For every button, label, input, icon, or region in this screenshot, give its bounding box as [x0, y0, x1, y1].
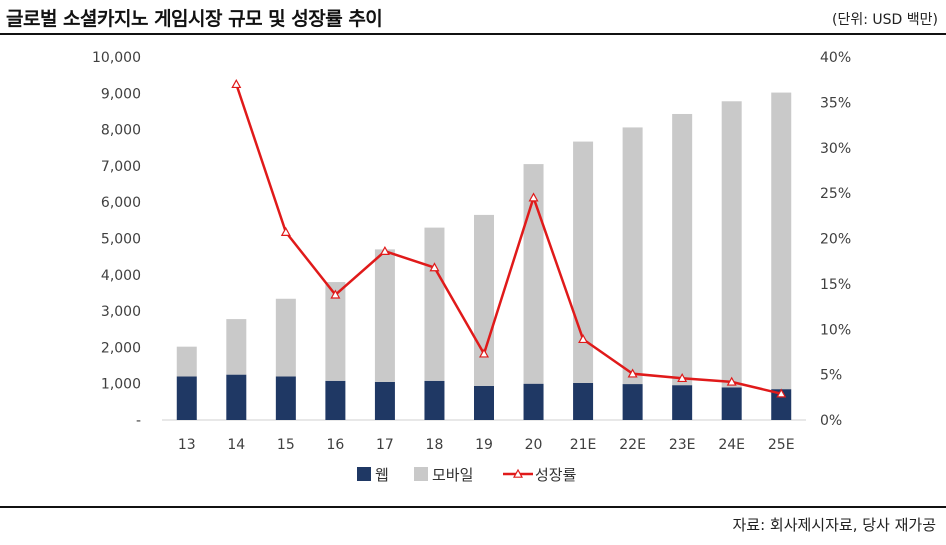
growth-marker — [280, 226, 291, 236]
y-left-tick-label: 3,000 — [101, 304, 141, 320]
growth-marker — [726, 376, 737, 386]
y-right-tick-label: 5% — [820, 368, 842, 384]
bar-mobile — [771, 92, 792, 390]
growth-marker — [478, 348, 490, 358]
x-tick-label: 14 — [227, 437, 245, 453]
bar-mobile — [325, 282, 346, 381]
bar-web — [672, 385, 693, 420]
y-left-tick-label: 6,000 — [101, 195, 141, 211]
bar-web — [474, 385, 494, 420]
bar-mobile — [226, 319, 247, 375]
y-left-tick-label: 1,000 — [101, 377, 141, 393]
chart: - 1,000 2,000 3,000 4,000 5,000 6,000 7,000 8,00… — [92, 50, 851, 484]
x-tick-label: 18 — [426, 437, 444, 453]
growth-marker — [528, 192, 539, 202]
x-tick-label: 19 — [475, 437, 493, 453]
bar-mobile — [523, 164, 544, 384]
x-tick-label: 24E — [718, 437, 745, 453]
y-left-tick-label: - — [136, 413, 141, 429]
legend-label-growth: 성장률 — [535, 466, 577, 484]
y-left-tick-label: 5,000 — [101, 232, 141, 248]
bar-mobile — [721, 101, 742, 388]
y-right-tick-label: 20% — [820, 232, 851, 248]
bar-mobile — [424, 227, 445, 381]
bar-mobile — [622, 127, 643, 385]
legend-swatch-web — [357, 467, 371, 481]
y-left-tick-label: 2,000 — [101, 340, 141, 356]
source-note: 자료: 회사제시자료, 당사 재가공 — [732, 516, 936, 534]
growth-marker — [776, 388, 787, 398]
growth-marker — [379, 245, 390, 256]
growth-line — [235, 83, 782, 395]
legend-label-mobile: 모바일 — [432, 466, 473, 484]
legend-label-web: 웹 — [375, 466, 389, 484]
bar-web — [325, 380, 346, 420]
y-right-tick-label: 40% — [820, 50, 851, 66]
y-right-tick-label: 10% — [820, 322, 851, 338]
y-right-tick-label: 25% — [820, 186, 851, 202]
growth-marker — [231, 78, 242, 89]
x-tick-label: 23E — [669, 437, 696, 453]
x-tick-label: 15 — [277, 437, 295, 453]
x-tick-label: 13 — [178, 437, 196, 453]
x-tick-label: 25E — [768, 437, 795, 453]
y-right-tick-label: 0% — [820, 413, 842, 429]
y-right-tick-label: 15% — [820, 277, 851, 293]
y-left-tick-label: 10,000 — [92, 50, 141, 66]
growth-marker — [677, 373, 688, 383]
bar-web — [523, 383, 544, 420]
bar-web — [275, 376, 296, 420]
x-tick-label: 20 — [525, 437, 543, 453]
y-left-tick-label: 9,000 — [101, 86, 141, 102]
bottom-rule — [0, 506, 946, 508]
bar-mobile — [573, 141, 594, 383]
bar-mobile — [176, 346, 197, 377]
bar-mobile — [374, 249, 395, 382]
x-tick-label: 21E — [570, 437, 597, 453]
x-tick-label: 22E — [619, 437, 646, 453]
y-left-tick-label: 8,000 — [101, 123, 141, 139]
growth-marker — [330, 289, 341, 299]
bar-web — [573, 382, 594, 420]
bar-mobile — [474, 214, 494, 386]
growth-marker — [578, 333, 589, 344]
bar-web — [424, 380, 445, 420]
growth-marker — [627, 368, 638, 378]
y-right-tick-label: 30% — [820, 141, 851, 157]
top-rule — [0, 33, 946, 35]
bar-web — [721, 387, 742, 420]
chart-title: 글로벌 소셜카지노 게임시장 규모 및 성장률 추이 — [6, 8, 383, 30]
unit-label: (단위: USD 백만) — [832, 12, 938, 28]
bar-mobile — [672, 113, 693, 386]
bar-mobile — [275, 298, 296, 377]
y-left-tick-label: 7,000 — [101, 159, 141, 175]
legend-marker-growth — [512, 468, 524, 478]
bar-web — [622, 384, 643, 420]
bar-web — [374, 381, 395, 420]
y-right-tick-label: 35% — [820, 95, 851, 111]
x-tick-label: 16 — [326, 437, 344, 453]
legend-swatch-mobile — [414, 467, 428, 481]
x-tick-label: 17 — [376, 437, 394, 453]
bar-web — [226, 374, 247, 420]
growth-marker — [429, 262, 440, 272]
bar-web — [771, 389, 792, 420]
y-left-tick-label: 4,000 — [101, 268, 141, 284]
bar-web — [176, 376, 197, 420]
